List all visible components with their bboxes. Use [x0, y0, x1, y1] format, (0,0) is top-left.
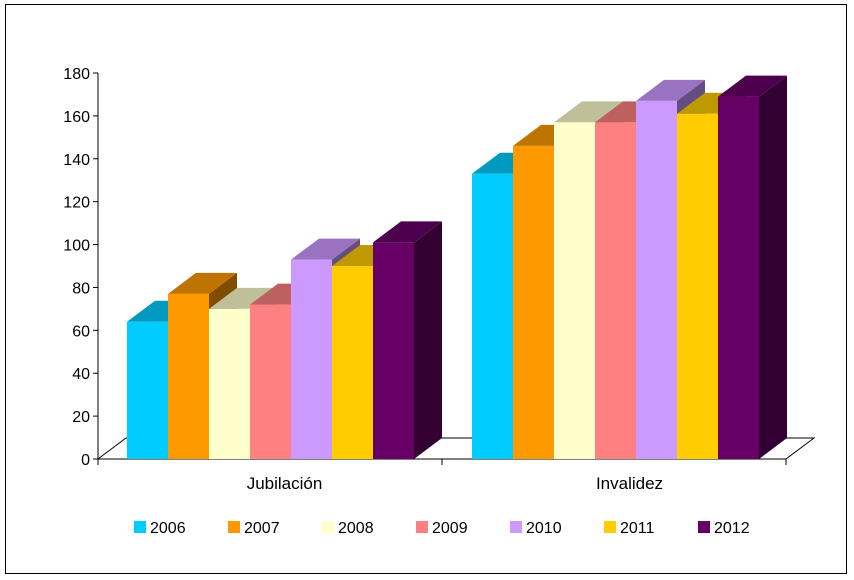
y-tick-label: 20 [72, 409, 90, 426]
bar [168, 293, 209, 459]
y-tick-label: 60 [72, 323, 90, 340]
y-tick-label: 0 [81, 452, 90, 469]
legend-swatch [510, 521, 522, 533]
legend-label: 2009 [432, 520, 468, 537]
legend-label: 2011 [620, 520, 655, 537]
bar-top [554, 101, 623, 123]
legend-swatch [698, 521, 710, 533]
legend-swatch [228, 521, 240, 533]
legend-swatch [604, 521, 616, 533]
bar [250, 304, 291, 459]
bar [595, 122, 636, 460]
legend-swatch [134, 521, 146, 533]
y-tick-label: 160 [63, 109, 90, 126]
bar-top [168, 272, 237, 294]
legend-swatch [322, 521, 334, 533]
bar [209, 308, 250, 459]
legend-swatch [416, 521, 428, 533]
bar [554, 122, 595, 460]
y-tick-label: 100 [63, 238, 90, 255]
legend-label: 2010 [526, 520, 562, 537]
bar-top [636, 79, 705, 101]
bar-top [291, 238, 360, 260]
y-tick-label: 40 [72, 366, 90, 383]
bar [636, 100, 677, 459]
bar [291, 259, 332, 459]
legend-label: 2006 [150, 520, 186, 537]
bar [472, 173, 513, 460]
bar [127, 321, 168, 459]
bar-top [718, 75, 787, 97]
y-tick-label: 180 [63, 66, 90, 83]
bar-side [414, 221, 442, 459]
x-tick-label: Jubilación [247, 474, 323, 493]
legend-label: 2008 [338, 520, 374, 537]
bar [373, 242, 414, 459]
bar [677, 113, 718, 459]
legend-label: 2007 [244, 520, 280, 537]
y-tick-label: 80 [72, 280, 90, 297]
bar [332, 266, 373, 459]
bar-top [373, 221, 442, 243]
y-tick-label: 120 [63, 195, 90, 212]
x-tick-label: Invalidez [596, 474, 663, 493]
bar-top [209, 287, 278, 309]
legend-label: 2012 [714, 520, 750, 537]
bar [513, 145, 554, 459]
y-tick-label: 140 [63, 152, 90, 169]
bar [718, 96, 759, 459]
bar-side [759, 75, 787, 459]
